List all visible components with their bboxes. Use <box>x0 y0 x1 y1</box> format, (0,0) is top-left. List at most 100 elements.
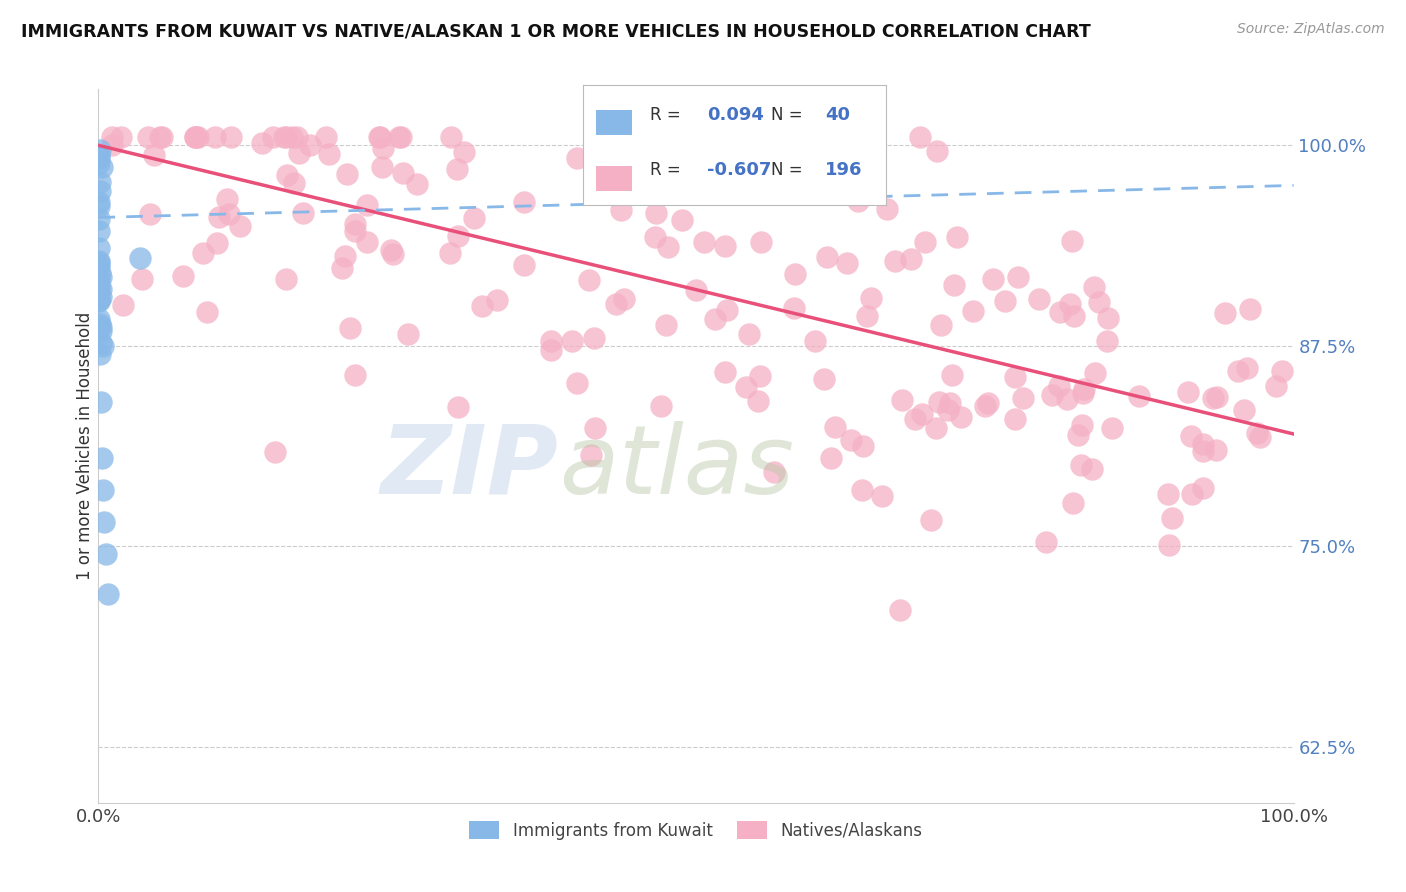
Point <box>392 166 415 180</box>
Point <box>1177 384 1199 399</box>
Point <box>90 324 112 338</box>
Point <box>453 145 475 160</box>
Point <box>1239 302 1261 317</box>
Text: 40: 40 <box>825 106 851 124</box>
Point <box>1070 458 1092 472</box>
FancyBboxPatch shape <box>596 110 633 136</box>
Text: 196: 196 <box>825 161 863 179</box>
Point <box>928 395 950 409</box>
Legend: Immigrants from Kuwait, Natives/Alaskans: Immigrants from Kuwait, Natives/Alaskans <box>461 814 931 848</box>
Point <box>945 229 967 244</box>
Point <box>344 368 367 382</box>
Point <box>783 301 806 315</box>
Point <box>335 249 357 263</box>
Point <box>983 271 1005 285</box>
Point <box>89 194 111 209</box>
Point <box>91 450 114 465</box>
Point <box>889 603 911 617</box>
Point <box>1101 421 1123 435</box>
Point <box>908 130 931 145</box>
Point <box>605 297 627 311</box>
Point <box>1035 535 1057 549</box>
Point <box>184 130 207 145</box>
Point <box>142 148 165 162</box>
Point <box>820 450 842 465</box>
Point <box>262 130 284 145</box>
Point <box>485 293 508 307</box>
Point <box>1047 378 1070 392</box>
Point <box>1007 270 1029 285</box>
Point <box>1128 388 1150 402</box>
Point <box>1159 538 1181 552</box>
Y-axis label: 1 or more Vehicles in Household: 1 or more Vehicles in Household <box>76 312 94 580</box>
Point <box>941 368 963 382</box>
Point <box>1205 443 1227 458</box>
Point <box>813 372 835 386</box>
Point <box>87 311 110 326</box>
Point <box>1233 402 1256 417</box>
Point <box>1180 429 1202 443</box>
Point <box>371 141 394 155</box>
Point <box>91 483 114 497</box>
Point <box>704 311 727 326</box>
Text: 0.094: 0.094 <box>707 106 765 124</box>
Point <box>149 130 172 145</box>
Point <box>744 177 766 191</box>
Point <box>737 326 759 341</box>
Point <box>89 143 111 157</box>
Point <box>388 130 411 145</box>
Point <box>1160 510 1182 524</box>
Point <box>208 211 231 225</box>
Point <box>911 407 934 421</box>
Point <box>815 250 838 264</box>
Point <box>578 273 600 287</box>
Point <box>276 272 298 286</box>
Point <box>396 327 419 342</box>
Point <box>920 513 942 527</box>
Point <box>1271 364 1294 378</box>
Point <box>856 309 879 323</box>
Point <box>1071 418 1094 433</box>
Point <box>318 147 340 161</box>
Point <box>446 229 468 244</box>
Point <box>1205 390 1227 404</box>
Point <box>90 270 112 285</box>
Point <box>172 268 194 283</box>
Point <box>368 130 391 145</box>
Point <box>1071 386 1094 401</box>
Point <box>513 195 536 210</box>
Point <box>281 130 304 145</box>
Point <box>540 343 562 357</box>
Point <box>1192 482 1215 496</box>
Point <box>343 217 366 231</box>
Point <box>263 444 285 458</box>
Point <box>471 299 494 313</box>
Point <box>561 334 583 349</box>
Point <box>90 282 112 296</box>
Text: IMMIGRANTS FROM KUWAIT VS NATIVE/ALASKAN 1 OR MORE VEHICLES IN HOUSEHOLD CORRELA: IMMIGRANTS FROM KUWAIT VS NATIVE/ALASKAN… <box>21 22 1091 40</box>
Point <box>87 155 110 169</box>
Point <box>624 145 647 159</box>
Point <box>380 244 402 258</box>
Point <box>1073 382 1095 396</box>
Point <box>613 292 636 306</box>
Point <box>1056 392 1078 407</box>
Point <box>804 334 827 348</box>
Point <box>439 245 461 260</box>
Point <box>914 235 936 249</box>
Point <box>824 420 846 434</box>
Point <box>405 177 427 191</box>
Point <box>685 284 707 298</box>
Point <box>839 433 862 447</box>
Point <box>204 130 226 145</box>
Point <box>962 304 984 318</box>
Point <box>101 138 124 153</box>
Point <box>1226 364 1249 378</box>
Point <box>315 130 337 145</box>
Point <box>87 253 110 268</box>
Point <box>447 400 470 414</box>
Point <box>90 395 112 409</box>
Point <box>740 148 762 162</box>
Point <box>783 267 806 281</box>
Point <box>644 230 666 244</box>
